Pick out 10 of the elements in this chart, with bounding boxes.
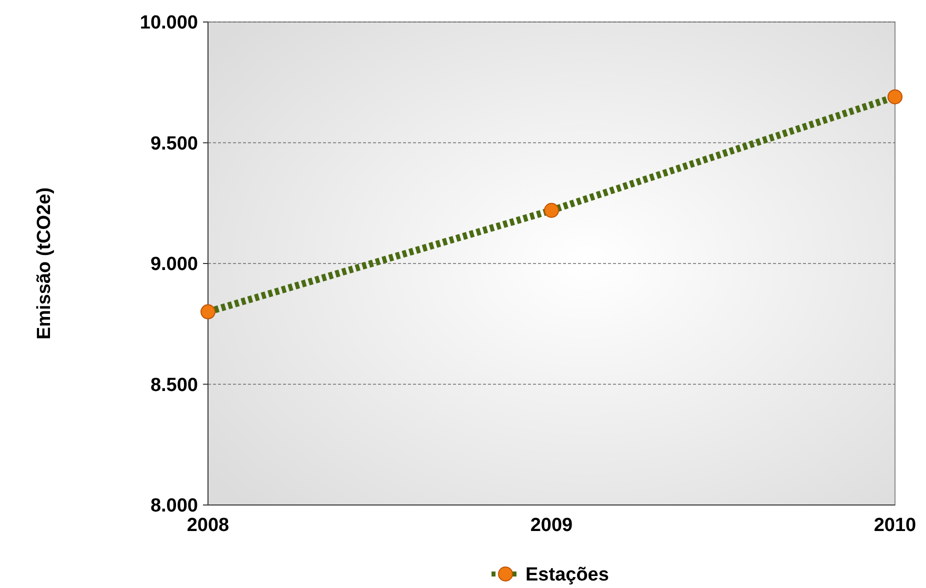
y-tick-label: 8.500 <box>150 374 198 396</box>
y-tick-label: 10.000 <box>140 12 198 34</box>
y-tick-label: 8.000 <box>150 496 198 517</box>
x-tick-label: 2008 <box>186 515 230 536</box>
y-axis-title: Emissão (tCO2e) <box>34 187 55 340</box>
y-tick-label: 9.500 <box>150 133 198 154</box>
x-tick-label: 2009 <box>530 515 573 536</box>
legend-label: Estações <box>526 564 609 586</box>
y-tick-label: 9.000 <box>150 254 198 276</box>
x-tick-label: 2010 <box>874 515 916 536</box>
